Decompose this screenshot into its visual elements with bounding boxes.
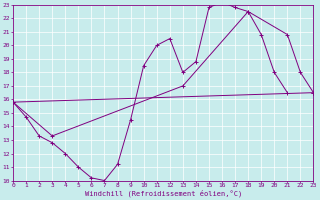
X-axis label: Windchill (Refroidissement éolien,°C): Windchill (Refroidissement éolien,°C) [84, 190, 242, 197]
